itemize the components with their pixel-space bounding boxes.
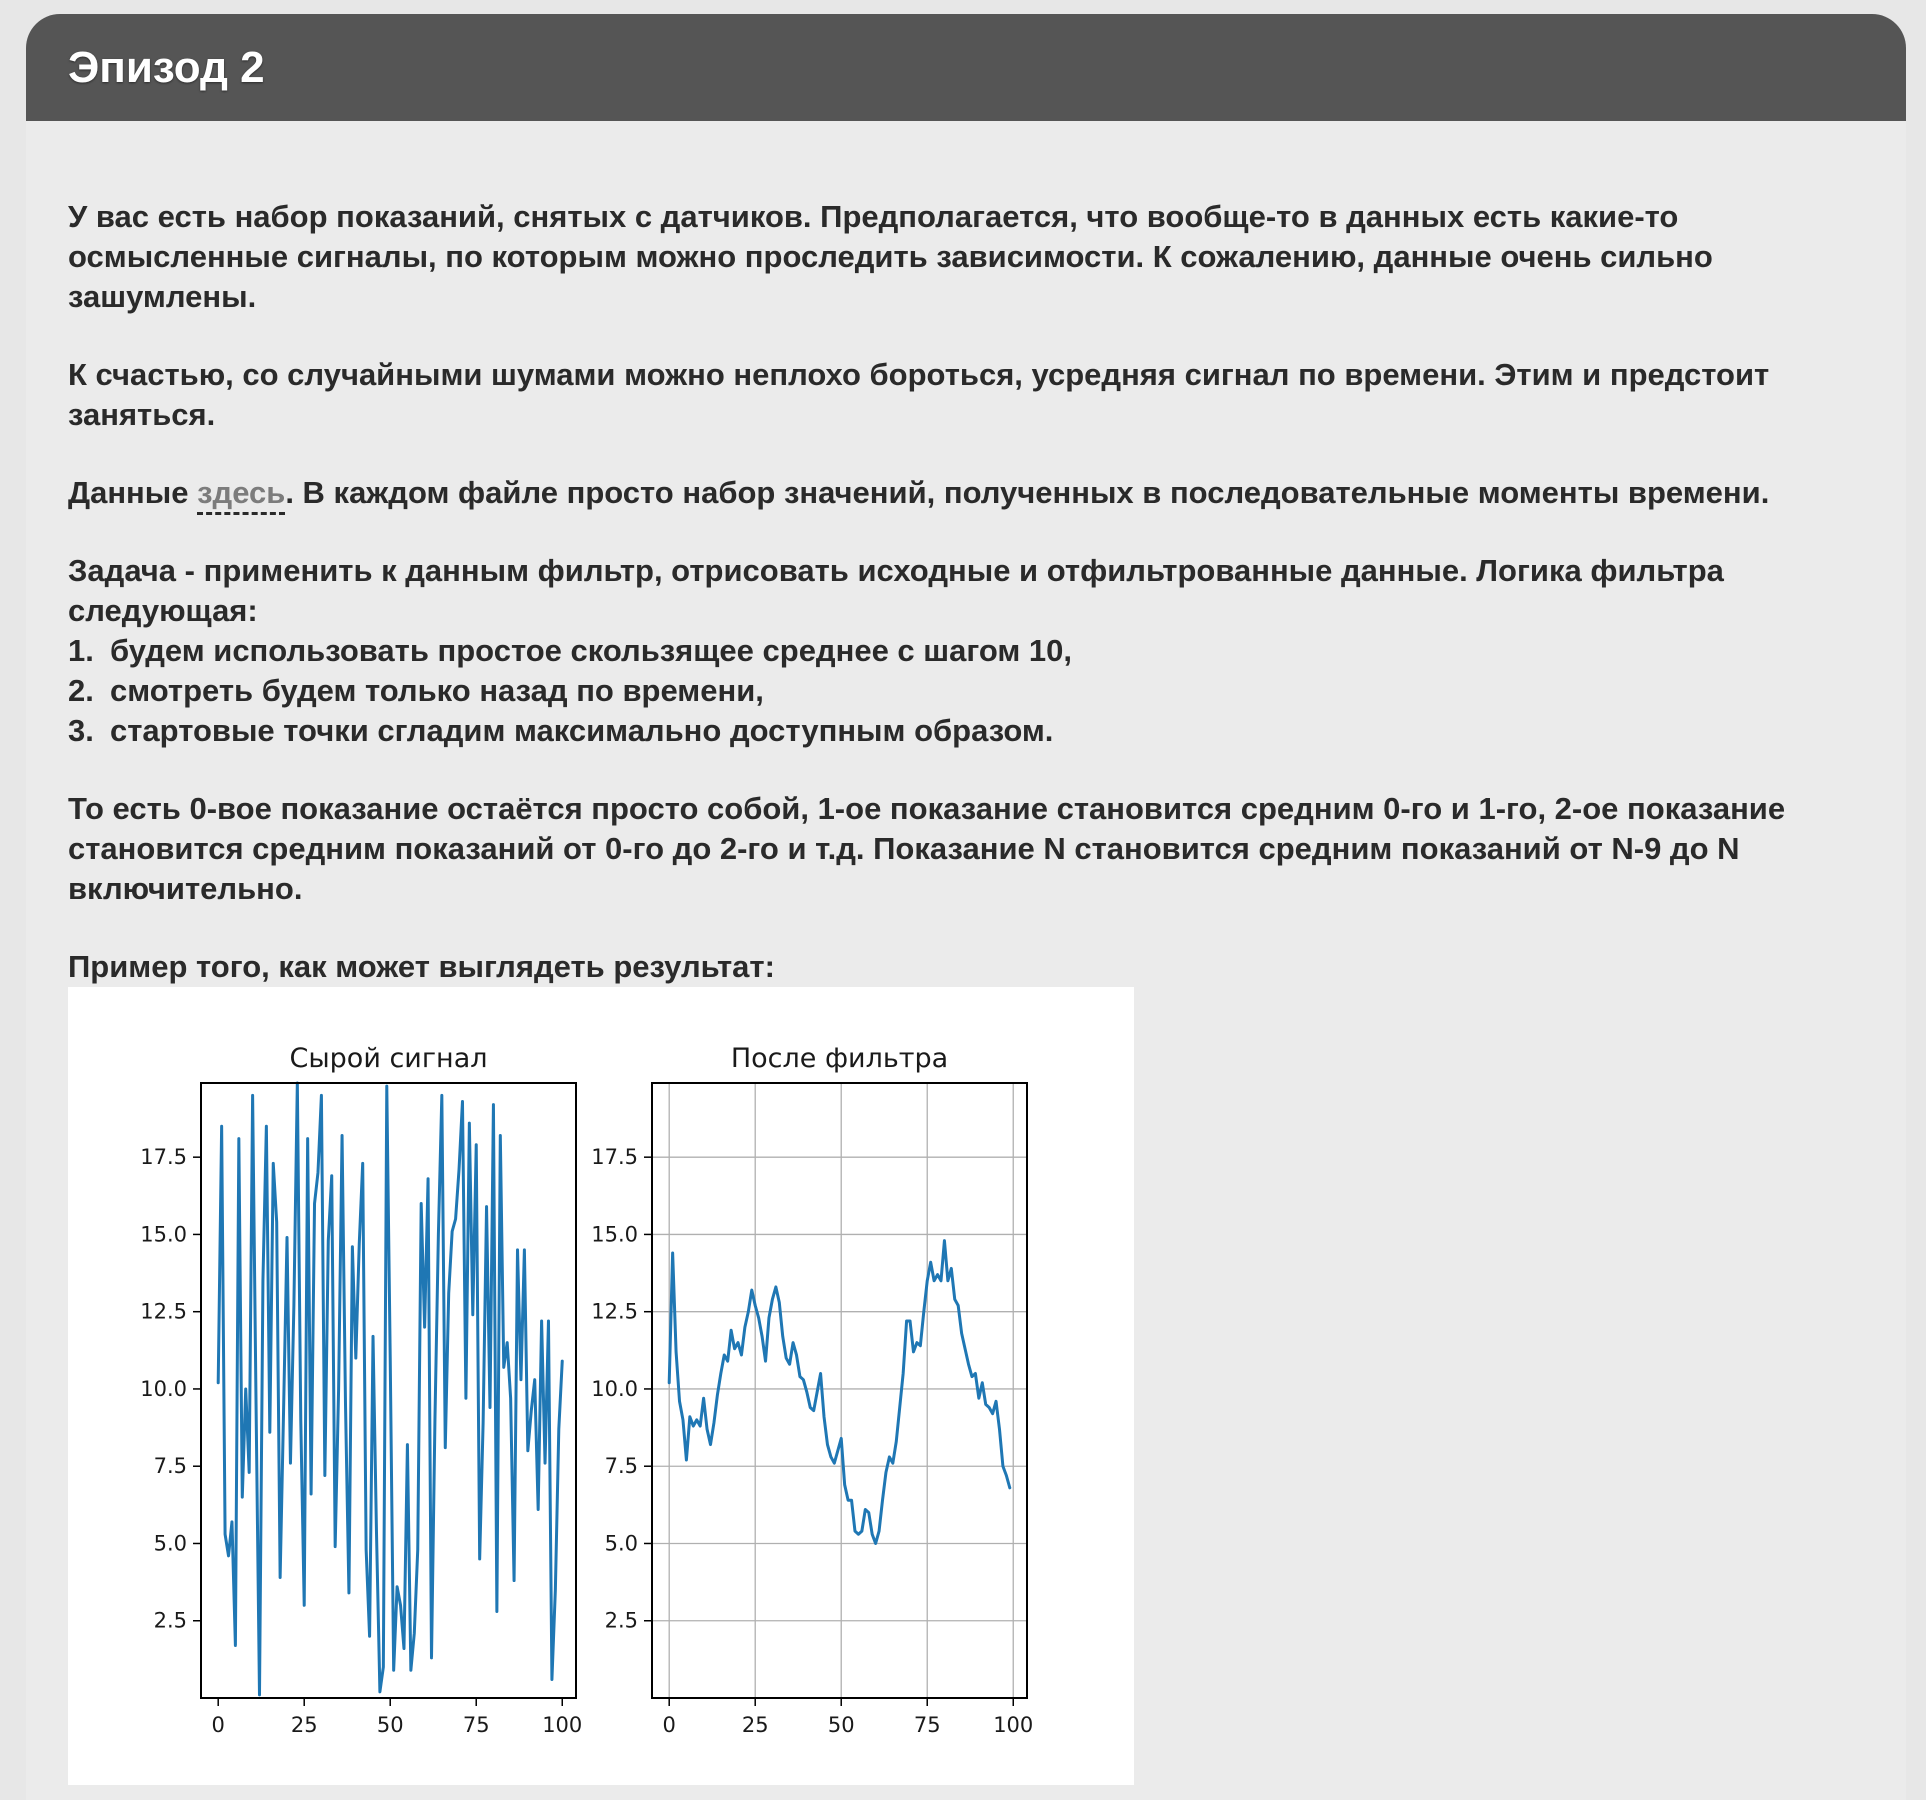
y-tick-label: 15.0 bbox=[140, 1222, 187, 1246]
chart-panel: 0 25 50 75 100 2.5 5.0 7.5 10.0 12.5 15.0 17.5 Сырой… bbox=[140, 1043, 582, 1737]
list-item: 3. стартовые точки сгладим максимально до… bbox=[68, 711, 1868, 751]
list-item-number: 1. bbox=[68, 633, 94, 668]
y-tick-label: 10.0 bbox=[140, 1377, 187, 1401]
y-tick-label: 10.0 bbox=[591, 1377, 638, 1401]
example-label: Пример того, как может выглядеть результ… bbox=[68, 949, 775, 984]
y-tick-label: 7.5 bbox=[154, 1454, 187, 1478]
explanation-paragraph: То есть 0-вое показание остаётся просто … bbox=[68, 791, 1786, 906]
y-tick-label: 12.5 bbox=[591, 1300, 638, 1324]
example-figure: 0 25 50 75 100 2.5 5.0 7.5 10.0 12.5 15.0 17.5 Сырой… bbox=[68, 987, 1134, 1785]
task-intro-paragraph: Задача - применить к данным фильтр, отри… bbox=[68, 553, 1724, 628]
list-item: 1. будем использовать простое скользящее … bbox=[68, 631, 1868, 671]
filter-steps-list: 1. будем использовать простое скользящее … bbox=[68, 631, 1868, 751]
x-tick-label: 0 bbox=[212, 1713, 225, 1737]
data-link[interactable]: здесь bbox=[197, 475, 286, 510]
x-tick-label: 25 bbox=[742, 1713, 769, 1737]
list-item-number: 2. bbox=[68, 673, 94, 708]
y-tick-label: 15.0 bbox=[591, 1222, 638, 1246]
episode-card: Эпизод 2 У вас есть набор показаний, сня… bbox=[26, 14, 1906, 1800]
card-header: Эпизод 2 bbox=[26, 14, 1906, 121]
plot-frame bbox=[200, 1082, 577, 1699]
list-item-number: 3. bbox=[68, 713, 94, 748]
intro-paragraph: У вас есть набор показаний, снятых с дат… bbox=[68, 199, 1713, 314]
chart-title: После фильтра bbox=[731, 1043, 948, 1074]
x-tick-label: 50 bbox=[377, 1713, 404, 1737]
x-tick-label: 75 bbox=[463, 1713, 490, 1737]
series-line bbox=[667, 1239, 1012, 1545]
y-tick-label: 5.0 bbox=[154, 1531, 187, 1555]
y-tick-label: 17.5 bbox=[591, 1145, 638, 1169]
data-paragraph: Данные здесь. В каждом файле просто набо… bbox=[68, 473, 1868, 513]
x-tick-label: 75 bbox=[914, 1713, 941, 1737]
data-suffix-text: . В каждом файле просто набор значений, … bbox=[285, 475, 1770, 510]
y-tick-label: 2.5 bbox=[605, 1609, 638, 1633]
x-tick-label: 25 bbox=[291, 1713, 318, 1737]
x-tick-label: 0 bbox=[663, 1713, 676, 1737]
list-item-text: будем использовать простое скользящее ср… bbox=[110, 633, 1073, 668]
noise-paragraph: К счастью, со случайными шумами можно не… bbox=[68, 357, 1770, 432]
list-item: 2. смотреть будем только назад по времени… bbox=[68, 671, 1868, 711]
x-tick-label: 100 bbox=[993, 1713, 1033, 1737]
series-line bbox=[216, 1081, 564, 1697]
list-item-text: смотреть будем только назад по времени, bbox=[110, 673, 764, 708]
chart-panel: 0 25 50 75 100 2.5 5.0 7.5 10.0 12.5 15.0 17.5 После… bbox=[591, 1043, 1033, 1737]
x-tick-label: 50 bbox=[828, 1713, 855, 1737]
y-tick-label: 2.5 bbox=[154, 1609, 187, 1633]
y-tick-label: 7.5 bbox=[605, 1454, 638, 1478]
y-tick-label: 12.5 bbox=[140, 1300, 187, 1324]
example-figure-svg: 0 25 50 75 100 2.5 5.0 7.5 10.0 12.5 15.0 17.5 Сырой… bbox=[140, 1043, 1033, 1737]
plot-frame bbox=[651, 1082, 1028, 1699]
chart-title: Сырой сигнал bbox=[290, 1043, 488, 1074]
x-tick-label: 100 bbox=[542, 1713, 582, 1737]
y-tick-label: 17.5 bbox=[140, 1145, 187, 1169]
list-item-text: стартовые точки сгладим максимально дост… bbox=[110, 713, 1054, 748]
page-title: Эпизод 2 bbox=[68, 42, 265, 92]
task-description: У вас есть набор показаний, снятых с дат… bbox=[68, 197, 1868, 987]
y-tick-label: 5.0 bbox=[605, 1531, 638, 1555]
data-prefix-text: Данные bbox=[68, 475, 198, 510]
